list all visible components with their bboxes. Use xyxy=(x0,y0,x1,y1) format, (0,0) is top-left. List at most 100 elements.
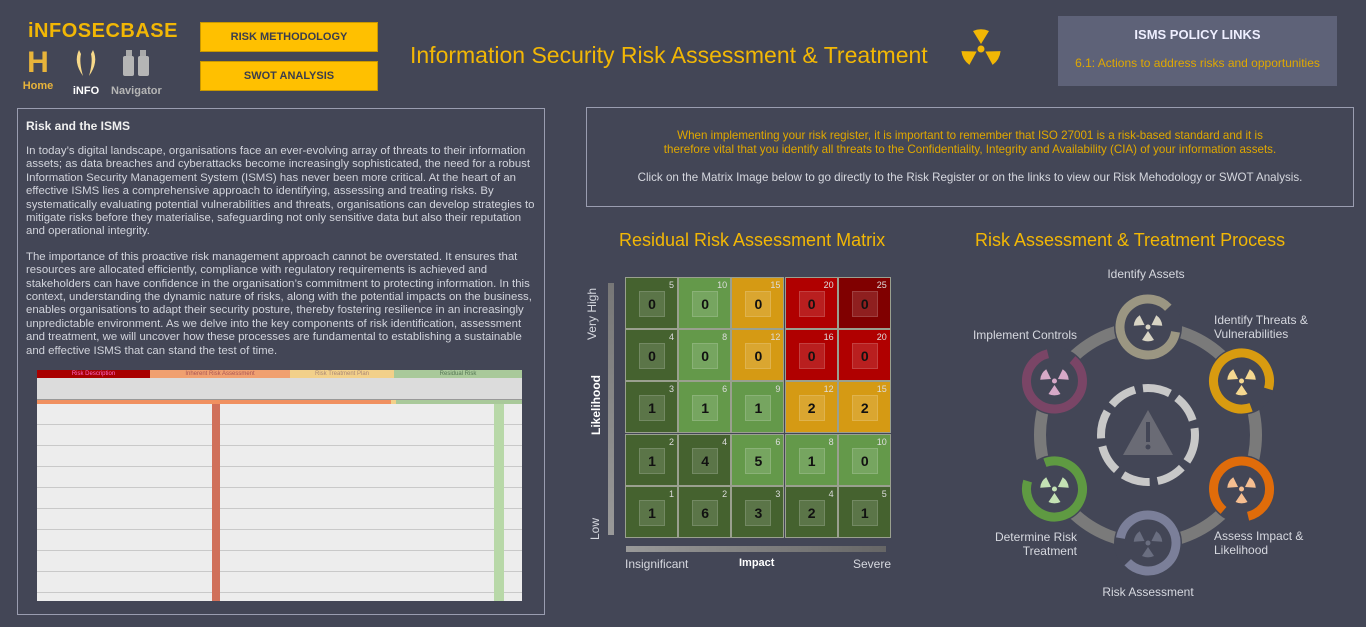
impact-arrow xyxy=(626,546,886,552)
cell-count: 1 xyxy=(639,447,665,474)
cell-count: 6 xyxy=(692,499,719,526)
cell-score: 15 xyxy=(876,384,887,395)
cell-score: 6 xyxy=(775,436,781,447)
nav-home[interactable]: H Home xyxy=(13,46,63,93)
nav-navigator[interactable]: Navigator xyxy=(111,48,162,97)
cell-score: 5 xyxy=(668,280,674,290)
matrix-cell[interactable]: 12 2 xyxy=(784,381,838,434)
radiation-icon xyxy=(961,29,1001,65)
cell-count: 0 xyxy=(851,291,878,317)
matrix-cell[interactable]: 12 0 xyxy=(731,329,785,382)
cell-score: 12 xyxy=(823,384,834,395)
step-node-assess-impact xyxy=(1207,455,1276,523)
cell-score: 16 xyxy=(823,332,834,343)
step-identify-assets: Identify Assets xyxy=(1107,267,1185,281)
radiation-icon xyxy=(1227,369,1256,396)
sheet-header-risk-description: Risk Description xyxy=(37,370,150,378)
policy-link-6-1[interactable]: 6.1: Actions to address risks and opport… xyxy=(1075,56,1320,70)
impact-label: Impact xyxy=(739,557,775,569)
risk-matrix[interactable]: 5 0 10 0 15 0 20 0 25 0 4 0 8 0 12 0 16 0 20 0 3 1 6 1 9 1 12 2 15 2 2… xyxy=(625,277,891,538)
cell-count: 3 xyxy=(745,499,772,526)
process-title: Risk Assessment & Treatment Process xyxy=(975,230,1286,250)
cell-score: 2 xyxy=(722,488,728,499)
cell-score: 4 xyxy=(668,332,674,343)
sheet-header-treatment: Risk Treatment Plan xyxy=(290,370,394,378)
process-cycle-diagram xyxy=(1020,293,1276,577)
circular-arrows-icon xyxy=(1097,384,1199,486)
info-box: When implementing your risk register, it… xyxy=(586,107,1354,207)
cell-count: 4 xyxy=(692,447,719,474)
cell-count: 1 xyxy=(745,395,772,422)
infosecbase-logo: iNFOSECBASE xyxy=(28,20,178,42)
cell-count: 1 xyxy=(639,499,665,526)
matrix-cell[interactable]: 25 0 xyxy=(837,277,891,329)
cell-score: 12 xyxy=(770,332,781,343)
risk-methodology-button[interactable]: RISK METHODOLOGY xyxy=(200,22,378,52)
cell-count: 5 xyxy=(745,447,772,474)
matrix-cell[interactable]: 16 0 xyxy=(784,329,838,382)
warning-triangle-icon xyxy=(1123,410,1173,455)
info-label: iNFO xyxy=(72,85,100,97)
cell-score: 10 xyxy=(717,280,728,290)
cell-score: 25 xyxy=(876,280,887,290)
radiation-icon xyxy=(1227,477,1256,504)
cell-score: 4 xyxy=(722,436,728,447)
cell-count: 1 xyxy=(798,447,825,474)
matrix-cell[interactable]: 20 0 xyxy=(784,277,838,329)
nav-info[interactable]: iNFO xyxy=(61,48,111,97)
panel-paragraph-2: The importance of this proactive risk ma… xyxy=(26,250,532,357)
home-h-icon: H xyxy=(27,46,49,79)
cell-count: 2 xyxy=(798,395,825,422)
cell-score: 1 xyxy=(668,488,674,499)
cell-count: 0 xyxy=(798,291,825,317)
risk-register-thumbnail[interactable]: Risk Description Inherent Risk Assessmen… xyxy=(37,370,522,601)
step-assess-impact: Assess Impact & Likelihood xyxy=(1214,529,1304,557)
cell-count: 0 xyxy=(639,291,665,317)
page-title: Information Security Risk Assessment & T… xyxy=(410,42,928,68)
matrix-cell[interactable]: 20 0 xyxy=(837,329,891,382)
step-node-risk-assessment xyxy=(1114,509,1182,577)
matrix-cell[interactable]: 10 0 xyxy=(678,277,732,329)
matrix-cell[interactable]: 15 2 xyxy=(837,381,891,434)
cell-count: 0 xyxy=(851,447,878,474)
panel-heading: Risk and the ISMS xyxy=(26,119,131,133)
step-risk-assessment: Risk Assessment xyxy=(1102,585,1194,599)
cell-score: 9 xyxy=(775,384,781,395)
cell-score: 10 xyxy=(876,436,887,447)
matrix-title: Residual Risk Assessment Matrix xyxy=(619,230,886,250)
radiation-icon xyxy=(1133,315,1163,342)
x-high-label: Severe xyxy=(853,557,892,571)
likelihood-label: Likelihood xyxy=(589,375,603,435)
cell-score: 20 xyxy=(823,280,834,290)
cell-count: 1 xyxy=(639,395,665,422)
risk-isms-panel: Risk and the ISMS In today’s digital lan… xyxy=(17,108,545,615)
matrix-cell[interactable]: 10 0 xyxy=(837,433,891,486)
cell-count: 2 xyxy=(798,499,825,526)
navigator-label: Navigator xyxy=(111,85,162,97)
swot-analysis-button[interactable]: SWOT ANALYSIS xyxy=(200,61,378,91)
cell-score: 3 xyxy=(775,488,781,499)
cell-count: 0 xyxy=(745,291,772,317)
binoculars-icon xyxy=(123,50,149,76)
step-identify-threats: Identify Threats & Vulnerabilities xyxy=(1214,313,1308,341)
cell-score: 15 xyxy=(770,280,781,290)
matrix-cell[interactable]: 15 0 xyxy=(731,277,785,329)
info-icon xyxy=(76,50,96,76)
step-node-identify-threats xyxy=(1207,347,1276,415)
cell-count: 0 xyxy=(692,291,719,317)
